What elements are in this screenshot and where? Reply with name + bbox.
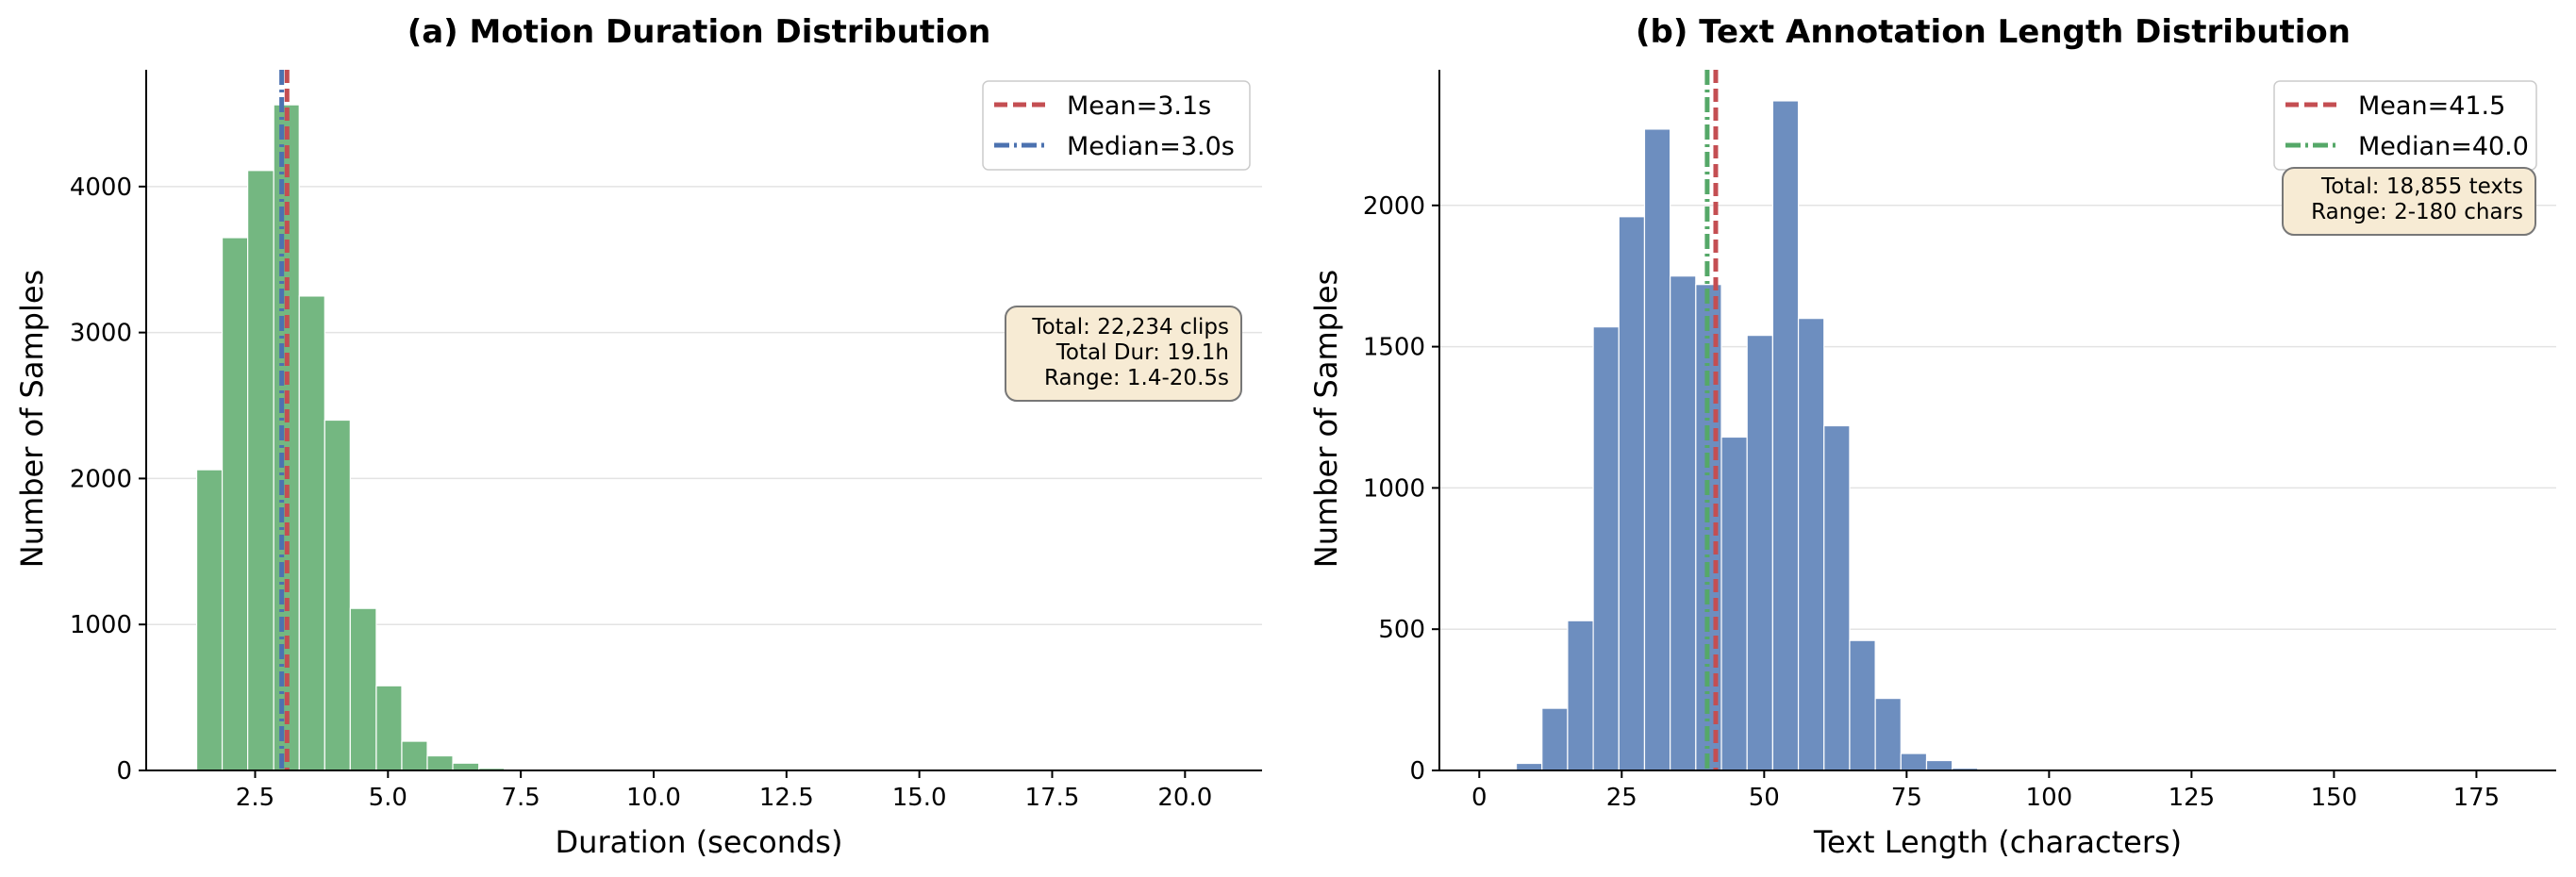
panel-b-x-axis-label: Text Length (characters) [1813,824,2182,860]
panel-a-histogram-bar [298,295,325,771]
panel-b-bars [1489,100,2004,771]
panel-a-title: (a) Motion Duration Distribution [407,13,991,51]
panel-a-x-tick-label: 10.0 [626,784,681,812]
panel-b-histogram-bar [1541,707,1569,771]
panel-a-histogram-bar [195,469,224,771]
panel-a-annotation-line-2: Total Dur: 19.1h [1055,340,1229,365]
panel-b-text-length-histogram: 0 25 50 75 100 125 150 175 0 500 1000 1500 2000 (b)… [1308,13,2556,860]
panel-b-reference-lines [1704,70,1719,770]
panel-b-y-axis-label: Number of Samples [1308,270,1344,568]
panel-a-x-tick-label: 2.5 [236,784,274,812]
panel-b-y-tick-label: 2000 [1363,192,1425,221]
panel-a-histogram-bar [246,170,274,771]
panel-b-y-tick-label: 0 [1409,757,1425,786]
panel-a-y-tick-label: 0 [116,757,132,786]
panel-b-axes [1438,70,2556,771]
panel-b-x-tick-label: 175 [2453,784,2501,812]
panel-a-legend-median-label: Median=3.0s [1067,132,1235,161]
panel-b-legend-median-label: Median=40.0 [2358,132,2529,161]
panel-b-y-ticks: 0 500 1000 1500 2000 [1363,192,1439,786]
panel-a-annotation-line-3: Range: 1.4-20.5s [1044,366,1229,390]
panel-b-title: (b) Text Annotation Length Distribution [1636,13,2351,51]
panel-b-histogram-bar [1874,698,1902,771]
panel-a-reference-lines [279,70,290,770]
panel-a-annotation-line-1: Total: 22,234 clips [1031,315,1229,339]
panel-a-y-tick-label: 2000 [70,465,132,493]
panel-a-x-tick-label: 12.5 [759,784,814,812]
panel-a-x-tick-label: 15.0 [892,784,947,812]
panel-a-histogram-bar [375,685,403,771]
panel-a-x-tick-label: 20.0 [1157,784,1212,812]
panel-b-y-tick-label: 1000 [1363,474,1425,503]
panel-b-legend: Mean=41.5 Median=40.0 [2273,80,2537,171]
panel-b-x-tick-label: 25 [1606,784,1637,812]
panel-b-histogram-bar [1771,100,1800,771]
panel-b-x-ticks: 0 25 50 75 100 125 150 175 [1471,770,2500,812]
panel-a-histogram-bar [349,607,377,771]
panel-a-x-tick-label: 5.0 [369,784,407,812]
panel-b-x-tick-label: 50 [1749,784,1780,812]
panel-b-y-tick-label: 1500 [1363,334,1425,362]
panel-b-histogram-bar [1670,275,1697,771]
panel-b-histogram-bar [1925,759,1953,771]
panel-b-stats-annotation: Total: 18,855 texts Range: 2-180 chars [2282,167,2536,236]
panel-a-y-ticks: 0 1000 2000 3000 4000 [70,174,146,786]
panel-b-x-tick-label: 0 [1471,784,1487,812]
panel-b-annotation-line-2: Range: 2-180 chars [2311,200,2523,224]
panel-b-histogram-bar [1900,753,1928,771]
panel-a-y-tick-label: 4000 [70,174,132,202]
panel-a-y-axis-label: Number of Samples [14,270,50,568]
panel-a-x-tick-label: 7.5 [501,784,540,812]
panel-a-histogram-bar [324,419,351,771]
panel-b-y-tick-label: 500 [1378,616,1425,644]
panel-b-legend-mean-label: Mean=41.5 [2358,91,2505,121]
panel-a-y-tick-label: 1000 [70,611,132,639]
panel-b-x-tick-label: 125 [2169,784,2216,812]
panel-b-x-tick-label: 150 [2311,784,2358,812]
panel-b-histogram-bar [1567,620,1594,771]
panel-a-y-tick-label: 3000 [70,320,132,348]
panel-a-x-tick-label: 17.5 [1025,784,1080,812]
panel-b-histogram-bar [1849,639,1876,771]
panel-a-legend-mean-label: Mean=3.1s [1067,91,1211,121]
panel-b-histogram-bar [1592,326,1620,771]
panel-b-histogram-bar [1746,335,1773,771]
panel-a-x-axis-label: Duration (seconds) [556,824,843,860]
panel-b-x-tick-label: 75 [1891,784,1922,812]
panel-b-histogram-bar [1720,436,1748,771]
panel-b-x-tick-label: 100 [2026,784,2073,812]
panel-a-x-ticks: 2.5 5.0 7.5 10.0 12.5 15.0 17.5 20.0 [236,770,1212,812]
panel-b-histogram-bar [1515,762,1543,771]
panel-a-histogram-bar [401,740,428,771]
panel-a-histogram-bar [426,754,454,771]
panel-a-histogram-bar [452,762,480,771]
panel-a-duration-histogram: 2.5 5.0 7.5 10.0 12.5 15.0 17.5 20.0 0 1000 2000 3… [14,13,1262,860]
panel-b-histogram-bar [1797,318,1825,771]
panel-a-stats-annotation: Total: 22,234 clips Total Dur: 19.1h Ran… [1005,306,1242,402]
panel-b-histogram-bar [1618,216,1646,771]
panel-b-histogram-bar [1643,128,1671,771]
panel-b-histogram-bar [1823,424,1851,771]
panel-a-histogram-bar [221,237,249,771]
panel-b-annotation-line-1: Total: 18,855 texts [2320,174,2523,199]
panel-a-legend: Mean=3.1s Median=3.0s [982,80,1251,171]
